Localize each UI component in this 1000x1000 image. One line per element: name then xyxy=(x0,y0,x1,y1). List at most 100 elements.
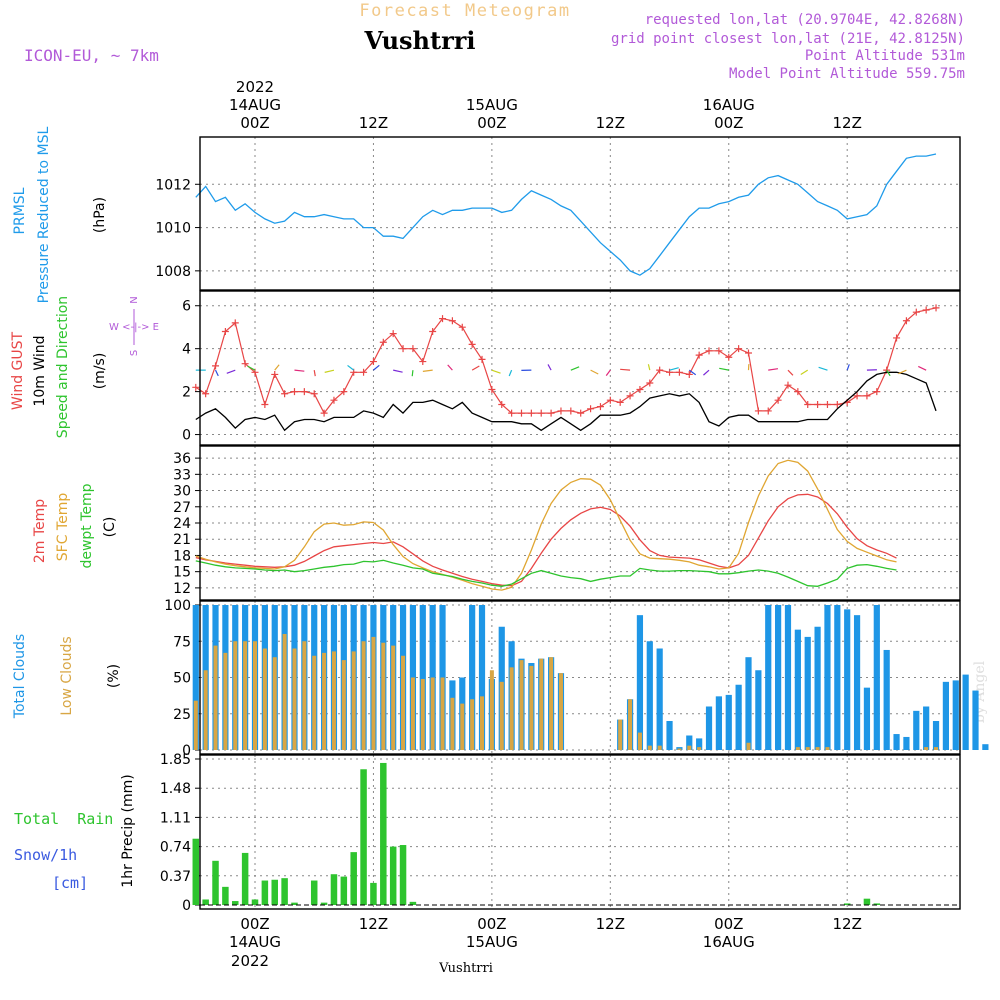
ytick-label-0: 0 xyxy=(182,743,191,759)
rain-bar xyxy=(192,838,200,905)
gust-point xyxy=(419,358,427,366)
rain-bar xyxy=(863,898,871,905)
total-cloud-bar xyxy=(814,626,821,750)
gust-point xyxy=(754,407,762,415)
gust-point xyxy=(745,349,752,357)
gust-point xyxy=(330,396,338,404)
wind-arrow xyxy=(347,364,355,371)
ytick-label-0: 1008 xyxy=(155,264,191,280)
model-label: ICON-EU, ~ 7km xyxy=(24,46,159,65)
rain-bar xyxy=(241,852,249,905)
gust-point xyxy=(498,401,506,408)
low-cloud-bar xyxy=(292,648,297,750)
gust-point xyxy=(527,409,535,417)
ytick-label-3: 1.11 xyxy=(160,810,191,826)
gust-point xyxy=(626,392,634,400)
low-cloud-bar xyxy=(934,747,939,750)
panel-frame xyxy=(199,600,961,755)
gust-point xyxy=(675,368,683,376)
low-cloud-bar xyxy=(509,667,514,750)
grid-point-coords: grid point closest lon,lat (21E, 42.8125… xyxy=(611,31,965,47)
low-cloud-bar xyxy=(223,652,228,750)
wind-arrow xyxy=(274,364,280,371)
ytick-label-8: 36 xyxy=(173,451,191,467)
low-cloud-bar xyxy=(331,651,336,750)
wind-arrow xyxy=(605,369,611,376)
low-cloud-bar xyxy=(549,657,554,750)
rain-bar xyxy=(271,879,278,905)
point-altitude: Point Altitude 531m xyxy=(805,48,965,64)
gust-point xyxy=(221,328,229,335)
top-date-label-0: 14AUG xyxy=(229,96,281,114)
wind-arrow xyxy=(918,365,927,371)
ytick-label-1: 0.37 xyxy=(160,869,191,885)
rain-bar xyxy=(330,874,338,905)
total-clouds-label: Total Clouds xyxy=(12,634,28,719)
total-cloud-bar xyxy=(784,605,792,750)
rain-bar xyxy=(291,902,298,905)
gust-point xyxy=(320,409,328,417)
top-tick-label-0: 00Z xyxy=(240,114,269,132)
rain-bar xyxy=(251,899,259,905)
rain-bar xyxy=(409,901,417,905)
wind-direction-label: Speed and Direction xyxy=(55,296,71,438)
ytick-label-3: 75 xyxy=(173,634,191,650)
low-cloud-bar xyxy=(381,642,386,750)
total-cloud-bar xyxy=(982,744,989,750)
wind-arrow xyxy=(214,369,219,377)
gust-point xyxy=(537,409,545,417)
low-cloud-bar xyxy=(282,634,287,750)
ytick-label-1: 1010 xyxy=(155,221,191,237)
low-cloud-bar xyxy=(272,657,277,750)
rain-bar xyxy=(350,852,357,905)
ytick-label-0: 12 xyxy=(173,581,191,597)
gust-point xyxy=(281,390,289,398)
ytick-label-2: 0.74 xyxy=(160,840,191,856)
gust-point xyxy=(656,366,664,374)
gust-point xyxy=(715,347,723,355)
low-cloud-bar xyxy=(647,745,652,750)
panel-frame xyxy=(199,290,961,446)
ytick-label-2: 1012 xyxy=(155,177,191,193)
gust-point xyxy=(271,370,279,378)
total-cloud-bar xyxy=(903,736,910,750)
gust-point xyxy=(725,353,733,361)
gust-point xyxy=(794,388,802,396)
total-cloud-bar xyxy=(636,615,644,750)
gust-point xyxy=(508,409,516,417)
total-cloud-bar xyxy=(794,629,801,750)
top-tick-label-1: 12Z xyxy=(359,114,388,132)
rain-bar xyxy=(340,876,348,905)
ytick-label-3: 6 xyxy=(182,299,191,315)
wind-arrow xyxy=(846,364,850,371)
low-cloud-bar xyxy=(677,748,682,750)
total-cloud-bar xyxy=(962,674,969,750)
low-cloud-bar xyxy=(262,648,267,750)
low-cloud-bar xyxy=(322,652,327,750)
low-cloud-bar xyxy=(351,651,356,750)
gust-point xyxy=(517,409,525,417)
bottom-date-label-2: 15AUG xyxy=(466,933,518,951)
low-cloud-bar xyxy=(243,641,248,750)
rain-bar xyxy=(320,902,328,905)
pressure-msl-label: Pressure Reduced to MSL xyxy=(36,126,52,303)
low-cloud-bar xyxy=(687,745,692,750)
temp-sfc-label: SFC Temp xyxy=(55,493,71,562)
wind-arrow xyxy=(703,369,710,376)
total-cloud-bar xyxy=(715,696,722,750)
rain-bar xyxy=(222,886,229,905)
low-cloud-bar xyxy=(410,677,415,750)
gust-point xyxy=(587,405,595,413)
series-line-temp-2 xyxy=(195,559,897,587)
low-cloud-bar xyxy=(312,655,317,750)
gust-point xyxy=(685,370,693,378)
low-cloud-bar xyxy=(341,660,346,750)
gust-point xyxy=(468,340,476,348)
compass-north: N xyxy=(129,296,140,303)
gust-point xyxy=(922,306,930,314)
gust-point xyxy=(192,383,200,391)
low-cloud-bar xyxy=(519,660,524,750)
bottom-tick-label-0: 00Z xyxy=(240,915,269,933)
ytick-label-5: 1.85 xyxy=(160,752,191,768)
